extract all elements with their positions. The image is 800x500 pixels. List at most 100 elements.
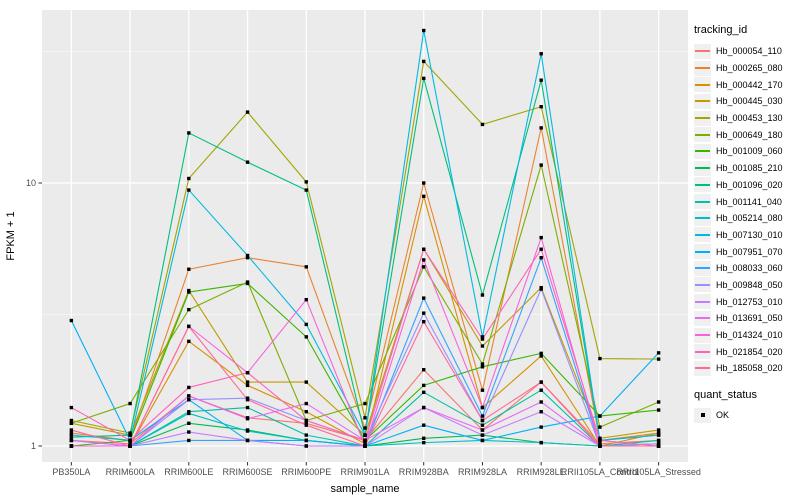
- point-marker: [304, 421, 308, 425]
- legend-item-label: Hb_000649_180: [716, 129, 783, 140]
- point-marker: [480, 365, 485, 369]
- x-tick-label: PB350LA: [52, 467, 90, 477]
- legend-key: [694, 360, 711, 376]
- legend-key: [694, 227, 711, 243]
- y-tick-label: 1: [31, 441, 36, 451]
- point-marker: [363, 438, 367, 443]
- legend-color-line-icon: [695, 283, 710, 286]
- legend-color-line-icon: [695, 117, 710, 120]
- point-marker: [187, 438, 191, 443]
- y-tick-label: 10: [26, 178, 36, 188]
- point-marker: [480, 122, 485, 127]
- point-marker: [422, 181, 426, 185]
- legend-title-quant-status: quant_status: [694, 388, 757, 401]
- point-marker: [304, 444, 308, 448]
- legend-item-Hb_001085_210: Hb_001085_210: [694, 160, 798, 177]
- legend-key: [694, 43, 711, 59]
- point-marker: [245, 397, 250, 402]
- legend-title-tracking-id: tracking_id: [694, 24, 748, 36]
- legend-item-Hb_001096_020: Hb_001096_020: [694, 177, 798, 194]
- legend-color-line-icon: [695, 83, 710, 86]
- point-marker: [422, 440, 426, 445]
- point-marker: [304, 438, 308, 443]
- legend-item-Hb_000445_030: Hb_000445_030: [694, 93, 798, 110]
- point-marker: [598, 414, 602, 418]
- point-marker: [69, 405, 74, 410]
- point-marker: [128, 444, 132, 448]
- legend-key: [694, 210, 711, 226]
- legend-color-line-icon: [695, 67, 710, 70]
- legend-key: [694, 110, 711, 126]
- point-marker: [539, 354, 543, 358]
- legend-color-line-icon: [695, 250, 710, 253]
- point-marker: [363, 442, 367, 446]
- point-marker: [128, 438, 132, 443]
- point-marker: [539, 410, 543, 414]
- legend-item-label: Hb_021854_020: [716, 346, 783, 357]
- point-marker: [363, 433, 367, 437]
- point-marker: [539, 440, 543, 445]
- x-tick-label: RRIM928LE: [517, 467, 566, 477]
- legend-item-label: OK: [716, 410, 730, 421]
- point-marker: [245, 383, 250, 388]
- point-marker: [598, 442, 602, 446]
- point-marker: [128, 442, 132, 446]
- legend-color-line-icon: [695, 217, 710, 220]
- x-tick-label: RRIM901LA: [340, 467, 389, 477]
- point-marker: [539, 235, 543, 240]
- point-marker: [422, 76, 426, 81]
- point-marker: [422, 405, 426, 410]
- legend-item-ok: OK: [694, 407, 798, 424]
- point-marker: [245, 438, 250, 443]
- legend-item-label: Hb_001009_060: [716, 146, 783, 157]
- point-marker: [539, 255, 543, 260]
- quant-status-key: [694, 407, 711, 423]
- legend-item-Hb_000442_170: Hb_000442_170: [694, 76, 798, 93]
- point-marker: [480, 344, 485, 348]
- point-marker: [245, 253, 250, 258]
- point-marker: [422, 311, 426, 315]
- point-marker: [598, 444, 602, 448]
- x-tick-label: RRIM600SE: [223, 467, 273, 477]
- legend-item-label: Hb_000265_080: [716, 63, 783, 74]
- legend-color-line-icon: [695, 183, 710, 186]
- point-marker: [422, 28, 426, 33]
- point-marker: [304, 188, 308, 192]
- point-marker: [304, 180, 308, 184]
- point-marker: [187, 411, 191, 416]
- x-tick-label: RRIM600LE: [164, 467, 213, 477]
- point-marker: [656, 444, 661, 448]
- point-marker: [304, 401, 308, 406]
- legend: tracking_id Hb_000054_110 Hb_000265_080 Hb…: [694, 24, 798, 423]
- legend-item-label: Hb_001085_210: [716, 163, 783, 174]
- point-marker: [245, 405, 250, 410]
- legend-color-line-icon: [695, 133, 710, 136]
- point-marker: [539, 126, 543, 130]
- legend-item-label: Hb_014324_010: [716, 330, 783, 341]
- point-marker: [187, 397, 191, 402]
- point-marker: [363, 426, 367, 430]
- point-marker: [480, 423, 485, 427]
- point-marker: [480, 405, 485, 410]
- point-marker: [598, 438, 602, 443]
- point-marker: [187, 394, 191, 398]
- point-marker: [69, 435, 74, 439]
- point-marker: [539, 163, 543, 167]
- point-marker: [69, 318, 74, 323]
- point-marker: [69, 444, 74, 448]
- legend-key: [694, 160, 711, 176]
- point-marker: [598, 425, 602, 429]
- point-marker: [245, 160, 250, 164]
- black-square-point-icon: [700, 413, 705, 418]
- legend-color-line-icon: [695, 267, 710, 270]
- point-marker: [656, 431, 661, 435]
- legend-key: [694, 260, 711, 276]
- point-marker: [187, 324, 191, 329]
- legend-item-Hb_000054_110: Hb_000054_110: [694, 43, 798, 60]
- point-marker: [69, 428, 74, 432]
- legend-color-line-icon: [695, 50, 710, 53]
- legend-color-line-icon: [695, 300, 710, 303]
- point-marker: [480, 418, 485, 423]
- legend-item-Hb_000649_180: Hb_000649_180: [694, 126, 798, 143]
